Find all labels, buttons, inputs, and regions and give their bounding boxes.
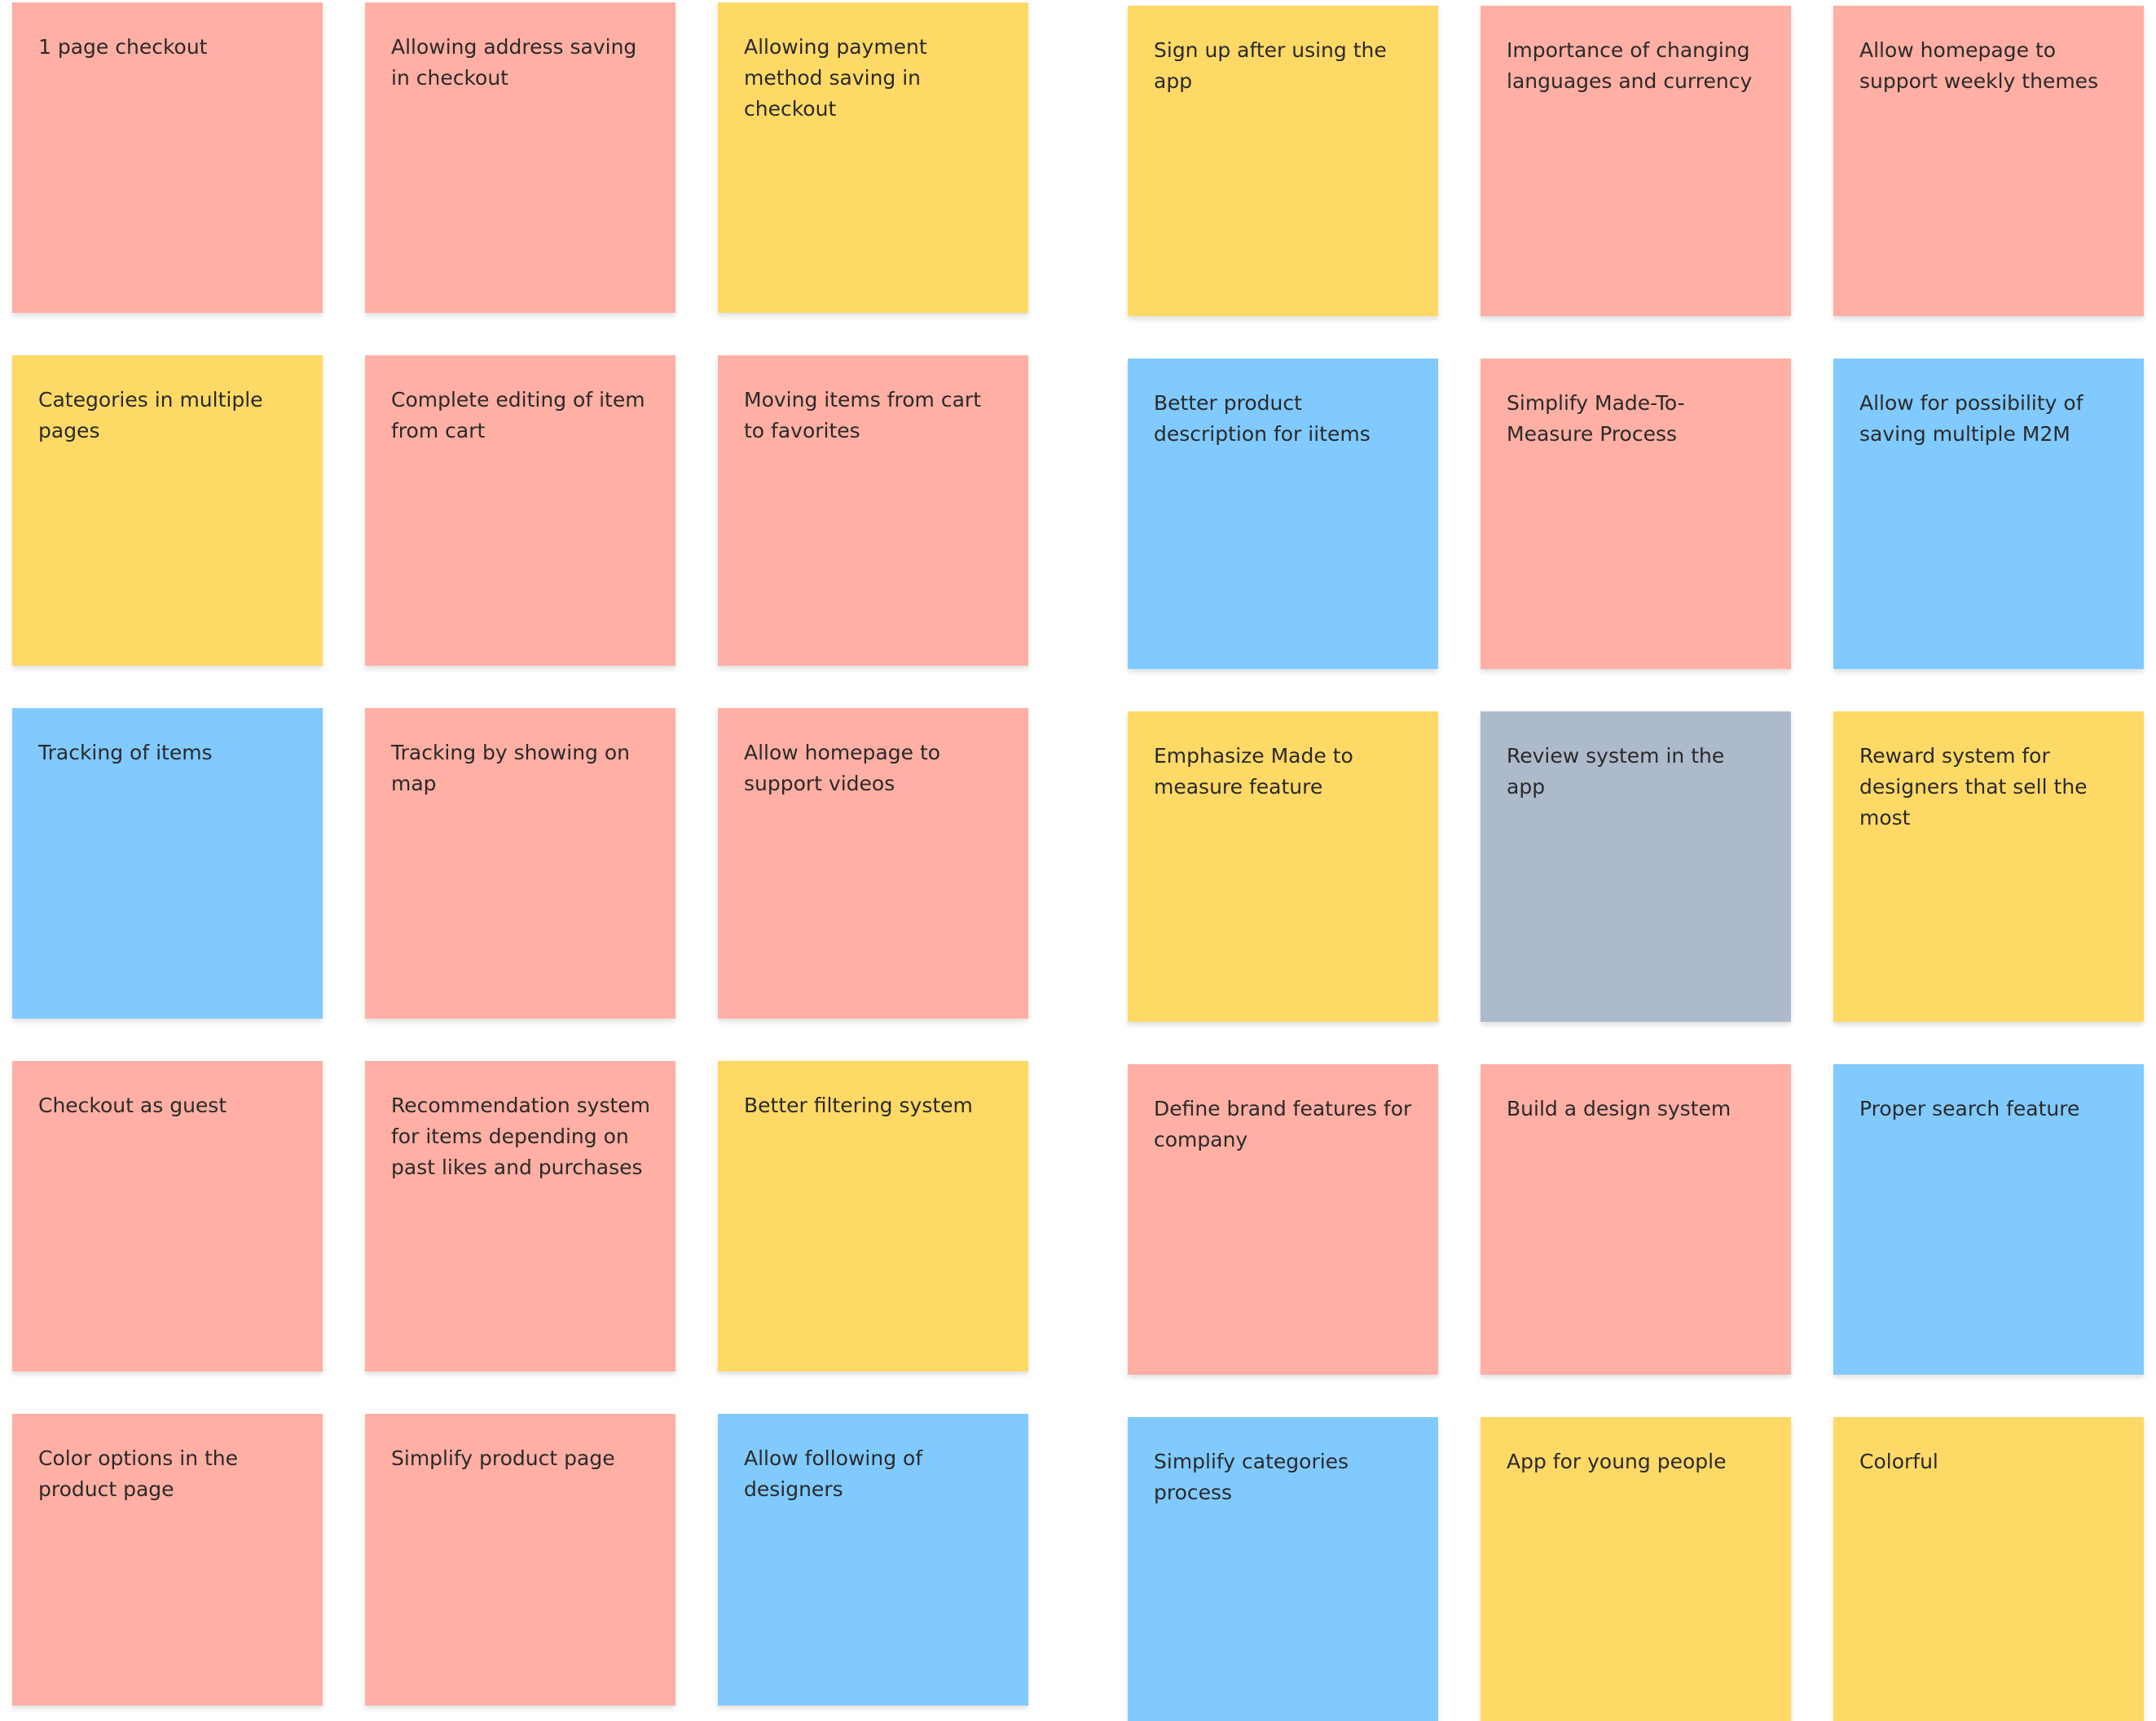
note-text: Proper search feature [1859,1097,2080,1120]
note-text: Emphasize Made to measure feature [1154,744,1353,799]
note-text: Define brand features for company [1154,1097,1412,1151]
note-text: Tracking by showing on map [391,741,630,795]
sticky-note[interactable]: Simplify product page [365,1414,675,1706]
note-text: Color options in the product page [38,1446,239,1501]
sticky-note[interactable]: Colorful [1833,1417,2144,1721]
note-text: Sign up after using the app [1154,38,1387,93]
sticky-note[interactable]: Color options in the product page [12,1414,323,1706]
sticky-note[interactable]: Allow homepage to support weekly themes [1833,6,2144,316]
note-text: Importance of changing languages and cur… [1507,38,1753,93]
note-text: Complete editing of item from cart [391,388,645,442]
sticky-note[interactable]: Tracking of items [12,708,323,1019]
note-text: Colorful [1859,1450,1938,1473]
note-text: Review system in the app [1507,744,1725,799]
sticky-note[interactable]: App for young people [1481,1417,1791,1721]
sticky-note[interactable]: Proper search feature [1833,1064,2144,1375]
note-text: Allow for possibility of saving multiple… [1859,391,2083,446]
sticky-note[interactable]: Tracking by showing on map [365,708,675,1019]
note-text: Tracking of items [38,741,213,764]
note-text: Allow following of designers [744,1446,923,1501]
sticky-note[interactable]: Allow homepage to support videos [718,708,1028,1019]
sticky-note[interactable]: Allow for possibility of saving multiple… [1833,359,2144,669]
note-text: Moving items from cart to favorites [744,388,981,442]
sticky-note[interactable]: Complete editing of item from cart [365,355,675,666]
sticky-note[interactable]: 1 page checkout [12,2,323,313]
note-text: Build a design system [1507,1097,1731,1120]
note-text: Simplify categories process [1154,1450,1349,1504]
sticky-note[interactable]: Recommendation system for items dependin… [365,1061,675,1371]
sticky-note[interactable]: Define brand features for company [1128,1064,1438,1375]
sticky-note[interactable]: Allow following of designers [718,1414,1028,1706]
sticky-note[interactable]: Review system in the app [1481,711,1791,1022]
note-text: Better filtering system [744,1094,973,1117]
note-text: Allowing payment method saving in checko… [744,35,927,121]
sticky-note[interactable]: Allowing address saving in checkout [365,2,675,313]
note-text: Better product description for iitems [1154,391,1371,446]
note-text: 1 page checkout [38,35,208,59]
note-text: Allow homepage to support weekly themes [1859,38,2099,93]
sticky-note[interactable]: Better product description for iitems [1128,359,1438,669]
sticky-note[interactable]: Categories in multiple pages [12,355,323,666]
sticky-note[interactable]: Simplify categories process [1128,1417,1438,1721]
sticky-note[interactable]: Sign up after using the app [1128,6,1438,316]
sticky-note[interactable]: Checkout as guest [12,1061,323,1371]
sticky-note[interactable]: Emphasize Made to measure feature [1128,711,1438,1022]
note-text: Reward system for designers that sell th… [1859,744,2088,830]
sticky-note[interactable]: Importance of changing languages and cur… [1481,6,1791,316]
note-text: Simplify Made-To-Measure Process [1507,391,1685,446]
sticky-note[interactable]: Simplify Made-To-Measure Process [1481,359,1791,669]
note-text: Allowing address saving in checkout [391,35,637,90]
sticky-note[interactable]: Moving items from cart to favorites [718,355,1028,666]
sticky-note[interactable]: Build a design system [1481,1064,1791,1375]
note-text: App for young people [1507,1450,1727,1473]
sticky-note[interactable]: Reward system for designers that sell th… [1833,711,2144,1022]
note-text: Checkout as guest [38,1094,227,1117]
note-text: Allow homepage to support videos [744,741,941,795]
note-text: Recommendation system for items dependin… [391,1094,651,1179]
sticky-note[interactable]: Allowing payment method saving in checko… [718,2,1028,313]
sticky-note[interactable]: Better filtering system [718,1061,1028,1371]
note-text: Categories in multiple pages [38,388,263,442]
note-text: Simplify product page [391,1446,615,1470]
